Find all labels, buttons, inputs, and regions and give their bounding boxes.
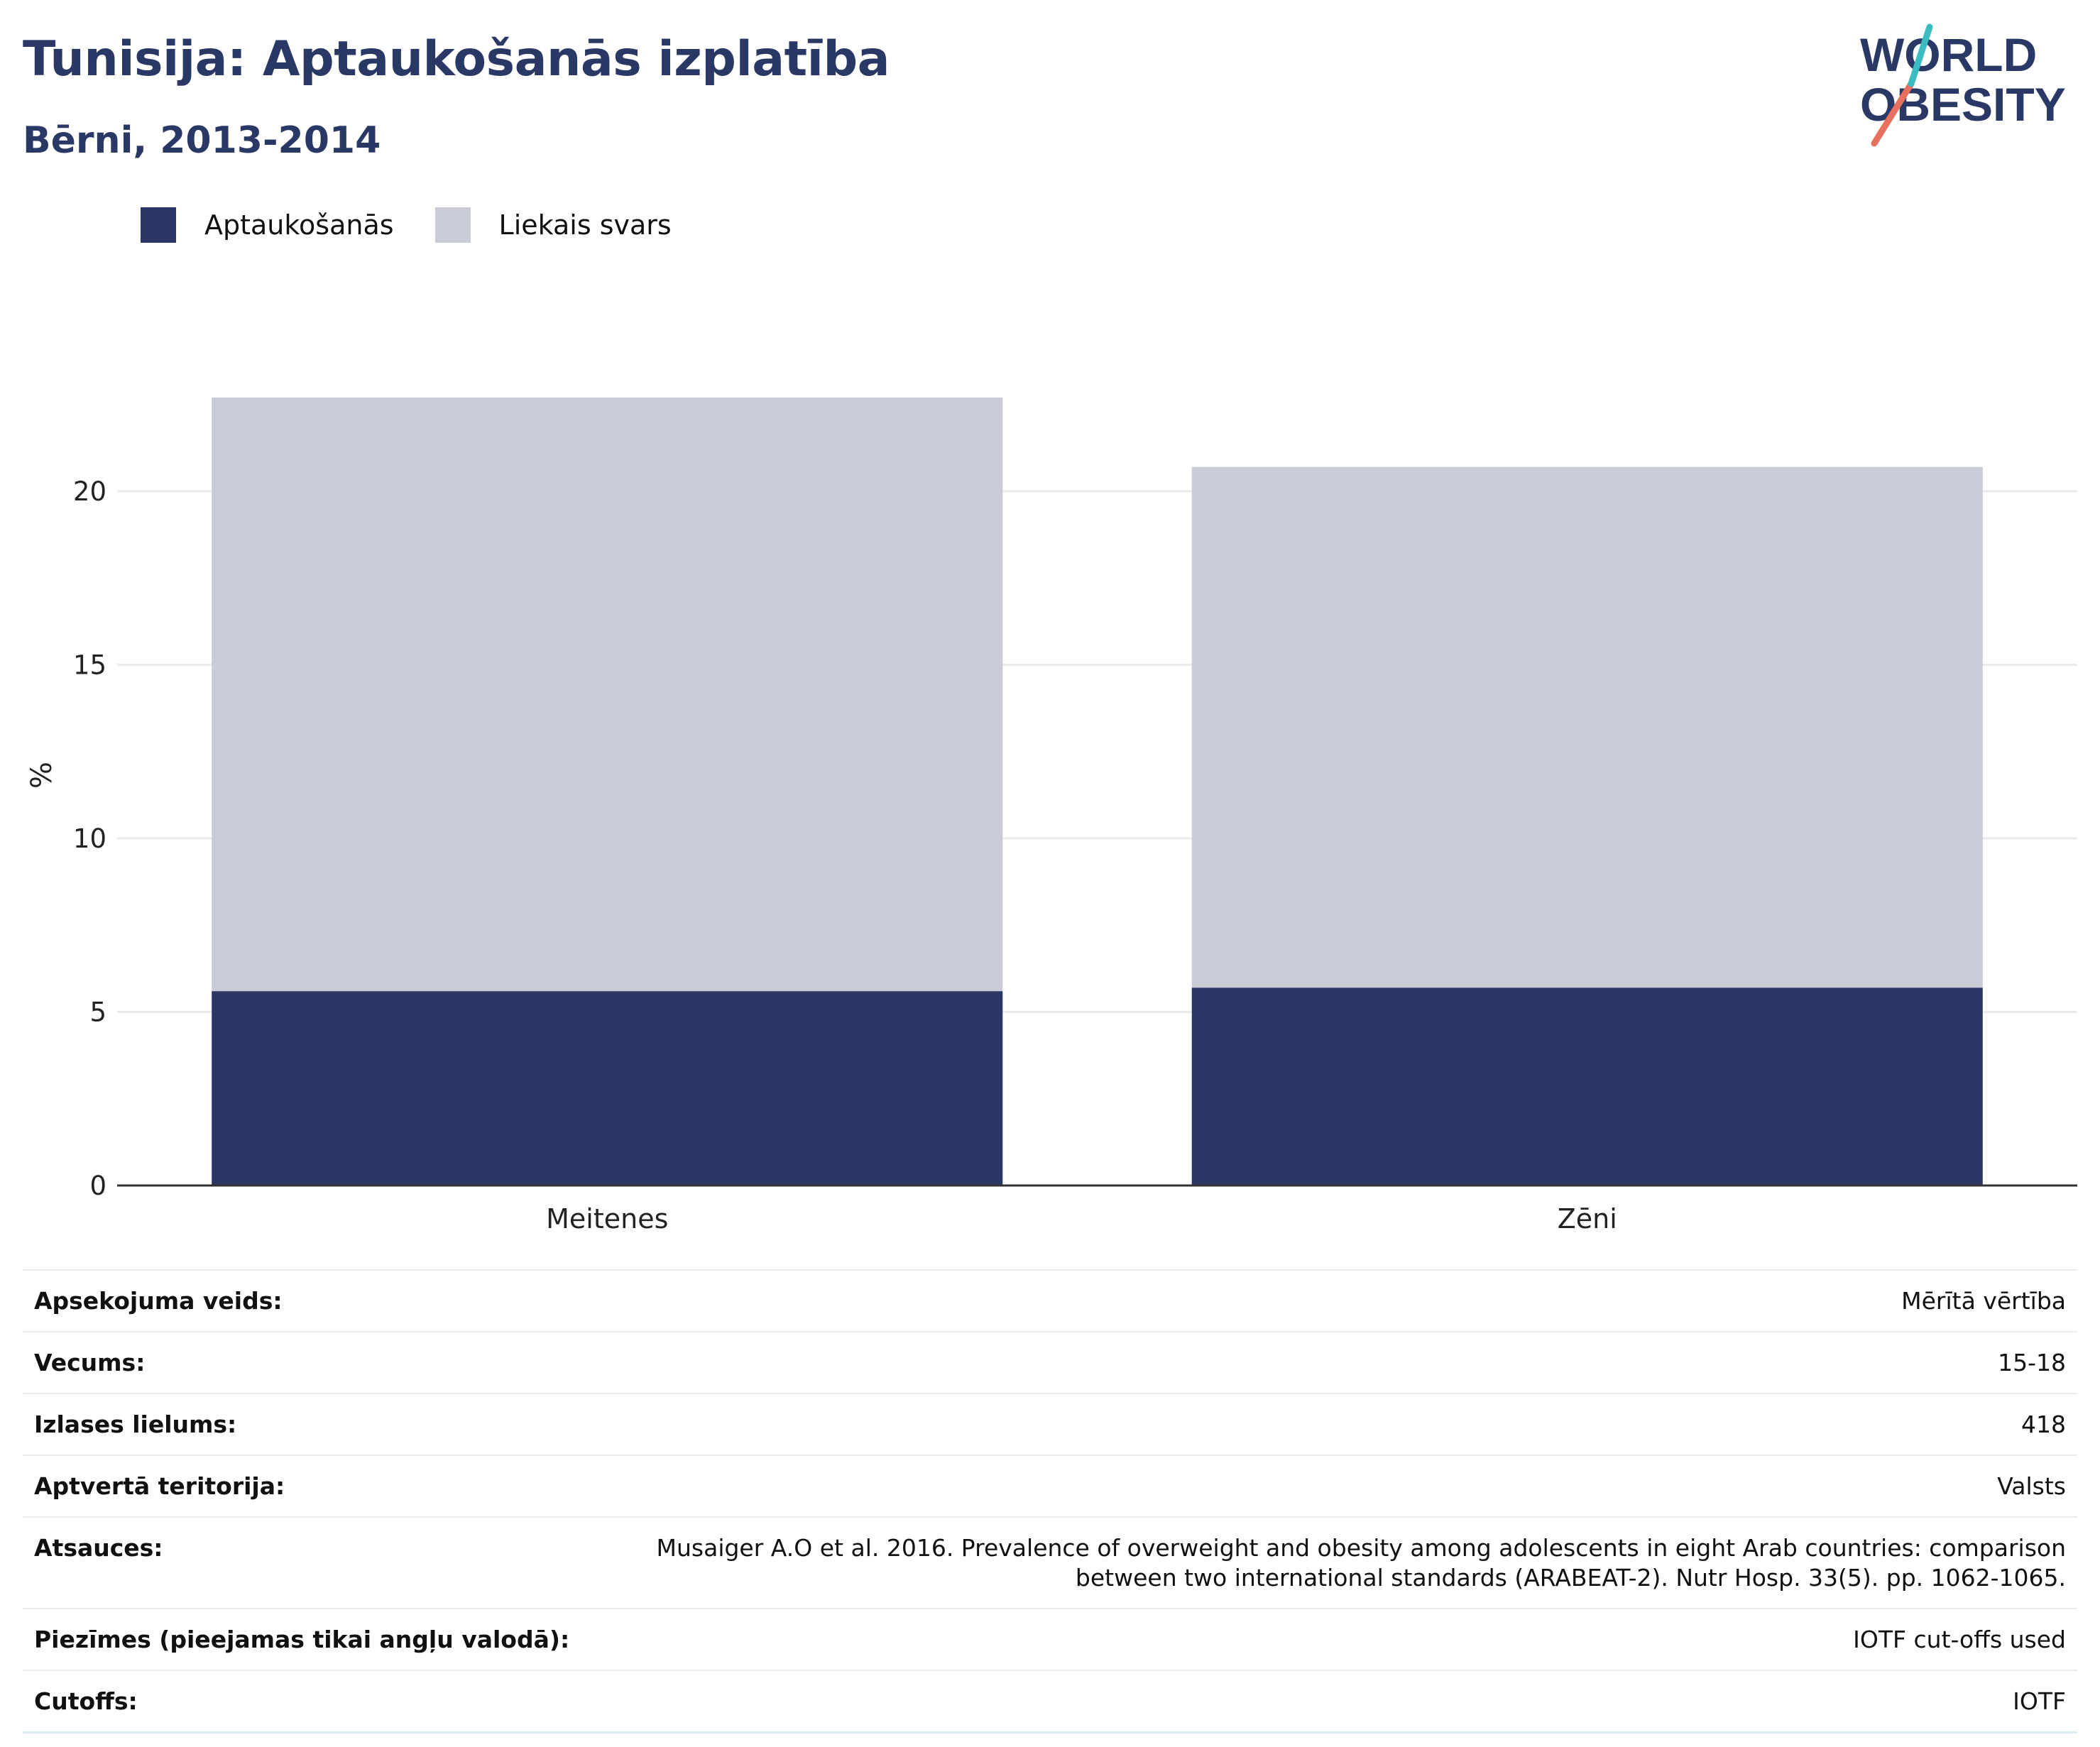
details-label: Izlases lielums:: [34, 1410, 237, 1438]
logo-slash-teal: [1908, 23, 1933, 87]
stacked-bar-chart: 0 5 10 15 20% Meitenes Zēni: [26, 398, 2077, 1234]
bar-obesity: [212, 991, 1003, 1185]
details-label: Aptvertā teritorija:: [34, 1472, 285, 1500]
logo-slash-red: [1871, 80, 1915, 147]
details-value: 15-18: [1998, 1348, 2066, 1376]
details-label: Apsekojuma veids:: [34, 1287, 283, 1315]
bar-overweight: [212, 398, 1003, 992]
x-tick-label: Meitenes: [546, 1203, 668, 1234]
legend-item-overweight[interactable]: Liekais svars: [434, 207, 672, 243]
y-tick-label: 0: [89, 1171, 106, 1201]
chart-subtitle: Bērni, 2013-2014: [23, 119, 381, 162]
details-row: Izlases lielums: 418: [23, 1393, 2077, 1455]
bar-obesity: [1191, 987, 1983, 1185]
y-tick-label: 20: [73, 476, 106, 507]
details-row: Apsekojuma veids: Mērītā vērtība: [23, 1270, 2077, 1332]
details-row: Piezīmes (pieejamas tikai angļu valodā):…: [23, 1609, 2077, 1670]
details-value: Musaiger A.O et al. 2016. Prevalence of …: [656, 1533, 2066, 1592]
logo-line-2: OBESITY: [1860, 78, 2066, 131]
logo-line-1: WORLD: [1860, 28, 2037, 81]
legend-swatch-obesity: [141, 207, 176, 243]
details-label: Atsauces:: [34, 1533, 163, 1562]
legend-swatch-overweight: [434, 207, 471, 243]
legend-item-obesity[interactable]: Aptaukošanās: [141, 207, 394, 243]
details-row: Vecums: 15-18: [23, 1331, 2077, 1393]
y-tick-label: 10: [73, 823, 106, 854]
world-obesity-logo: WORLD OBESITY: [1860, 23, 2066, 147]
y-axis-label: %: [26, 762, 58, 789]
x-tick-label: Zēni: [1558, 1203, 1617, 1234]
chart-title: Tunisija: Aptaukošanās izplatība: [23, 31, 890, 87]
details-label: Piezīmes (pieejamas tikai angļu valodā):: [34, 1626, 570, 1654]
y-tick-label: 5: [89, 997, 106, 1028]
details-value: 418: [2021, 1410, 2066, 1438]
legend-label-obesity: Aptaukošanās: [204, 209, 394, 241]
details-value: IOTF cut-offs used: [1853, 1626, 2066, 1654]
details-value: IOTF: [2013, 1687, 2066, 1716]
details-value: Mērītā vērtība: [1901, 1287, 2066, 1315]
survey-details-table: Apsekojuma veids: Mērītā vērtība Vecums: 15…: [23, 1269, 2077, 1734]
details-label: Cutoffs:: [34, 1687, 138, 1716]
bar-overweight: [1191, 466, 1983, 988]
details-label: Vecums:: [34, 1348, 146, 1376]
details-row: Aptvertā teritorija: Valsts: [23, 1455, 2077, 1517]
details-row: Cutoffs: IOTF: [23, 1670, 2077, 1733]
chart-legend: Aptaukošanās Liekais svars: [141, 207, 713, 243]
details-row: Atsauces: Musaiger A.O et al. 2016. Preva…: [23, 1516, 2077, 1609]
y-tick-label: 15: [73, 650, 106, 681]
details-value: Valsts: [1997, 1472, 2066, 1500]
legend-label-overweight: Liekais svars: [498, 209, 672, 241]
